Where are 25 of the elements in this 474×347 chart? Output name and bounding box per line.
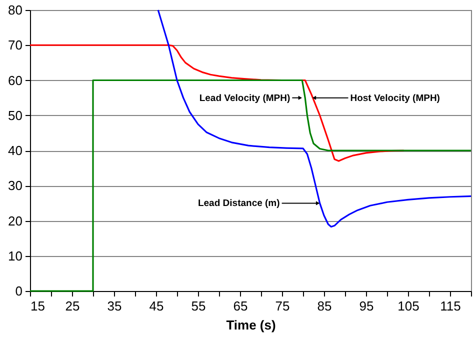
x-tick-label: 85 bbox=[317, 298, 332, 314]
y-tick-label: 40 bbox=[8, 143, 22, 158]
y-tick-label: 30 bbox=[8, 178, 22, 194]
x-tick-label: 55 bbox=[191, 298, 206, 314]
x-tick-label: 45 bbox=[149, 298, 164, 314]
y-tick-label: 20 bbox=[8, 213, 22, 228]
y-tick-label: 50 bbox=[8, 108, 22, 123]
x-tick-label: 25 bbox=[65, 298, 80, 314]
y-tick-label: 70 bbox=[8, 38, 22, 53]
x-tick-label: 105 bbox=[398, 298, 420, 314]
line-series bbox=[157, 9, 472, 228]
y-tick-label: 10 bbox=[8, 248, 22, 264]
y-tick-label: 0 bbox=[15, 284, 22, 298]
y-tick-label: 80 bbox=[8, 2, 22, 18]
annotation: Host Velocity (MPH) bbox=[350, 92, 440, 104]
x-tick-label: 15 bbox=[30, 298, 45, 314]
y-tick-label: 60 bbox=[8, 72, 22, 88]
x-axis-title: Time (s) bbox=[226, 318, 276, 332]
x-tick-label: 75 bbox=[275, 298, 290, 314]
x-tick-label: 115 bbox=[440, 298, 461, 314]
x-tick-label: 95 bbox=[359, 298, 374, 314]
annotation: Lead Velocity (MPH) bbox=[199, 92, 290, 104]
x-tick-label: 65 bbox=[233, 298, 248, 314]
x-tick-label: 35 bbox=[107, 298, 122, 314]
annotation: Lead Distance (m) bbox=[198, 198, 280, 210]
